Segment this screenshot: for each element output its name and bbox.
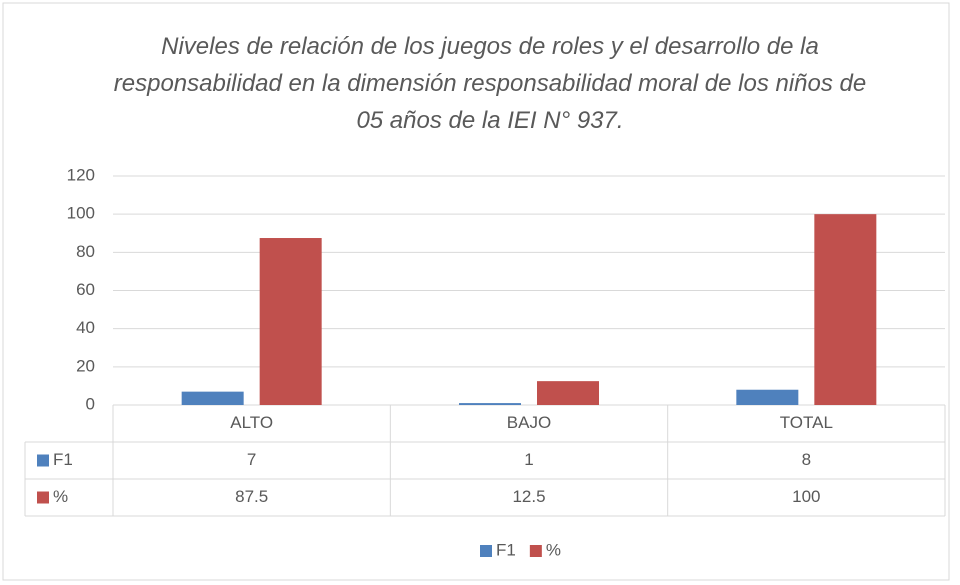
- table-legend-key: [37, 454, 49, 467]
- table-row-label: F1: [53, 450, 73, 469]
- chart-title: Niveles de relación de los juegos de rol…: [113, 33, 867, 134]
- table-cell: 7: [247, 450, 256, 469]
- y-tick-label: 40: [76, 318, 95, 337]
- table-cell: 1: [524, 450, 533, 469]
- x-tick-label: TOTAL: [780, 413, 833, 432]
- y-tick-label: 120: [67, 165, 95, 184]
- table-cell: 8: [802, 450, 811, 469]
- bar: [459, 403, 521, 405]
- bar: [736, 389, 799, 405]
- table-legend-key: [37, 491, 49, 504]
- y-tick-label: 100: [67, 204, 95, 223]
- y-tick-label: 20: [76, 356, 95, 375]
- table-cell: 87.5: [235, 487, 268, 506]
- table-row-label: %: [53, 487, 68, 506]
- legend-label: F1: [496, 540, 516, 559]
- bar: [181, 391, 244, 405]
- chart-border: [2, 2, 950, 581]
- x-tick-label: BAJO: [507, 413, 551, 432]
- legend-key: [529, 545, 542, 557]
- bar: [259, 238, 322, 405]
- bar: [537, 381, 599, 405]
- table-cell: 100: [792, 487, 820, 506]
- legend-label: %: [546, 540, 561, 559]
- y-tick-label: 60: [76, 280, 95, 299]
- x-tick-label: ALTO: [230, 413, 273, 432]
- y-tick-label: 80: [76, 242, 95, 261]
- y-tick-label: 0: [86, 394, 95, 413]
- legend-key: [480, 545, 492, 557]
- table-cell: 12.5: [512, 487, 545, 506]
- bar: [814, 214, 877, 405]
